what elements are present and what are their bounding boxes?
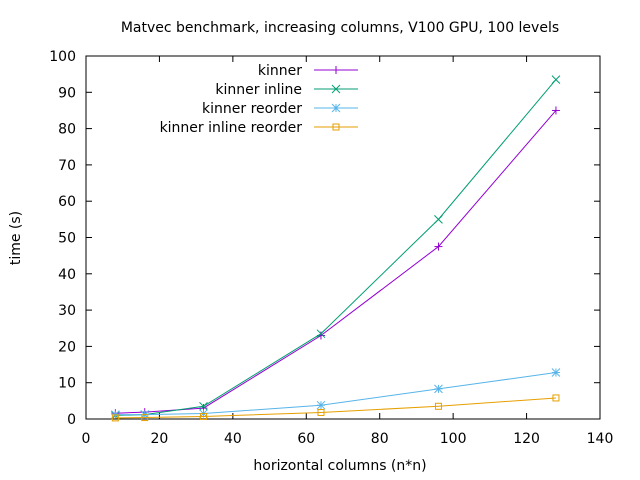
marker-stroke <box>316 400 326 410</box>
plus-marker <box>551 106 560 115</box>
chart-title: Matvec benchmark, increasing columns, V1… <box>121 20 559 36</box>
marker-square <box>552 394 560 402</box>
cross-marker <box>199 401 208 411</box>
x-tick-label: 0 <box>82 431 91 447</box>
marker-stroke <box>331 103 341 113</box>
y-tick-label: 100 <box>49 49 76 65</box>
series-line <box>115 110 557 414</box>
x-tick-label: 60 <box>297 431 315 447</box>
marker-square <box>317 408 325 416</box>
x-tick-label: 120 <box>513 431 540 447</box>
legend: kinner kinner inline kinner reorder kinner … <box>160 63 358 136</box>
x-tick-label: 140 <box>587 431 614 447</box>
series-line <box>115 397 556 419</box>
x-tick-label: 100 <box>440 431 467 447</box>
star-marker <box>316 400 326 410</box>
cross-marker <box>331 84 341 94</box>
y-tick-label: 0 <box>67 412 76 428</box>
star-marker <box>434 384 443 394</box>
open-square-marker <box>434 402 442 410</box>
marker-square <box>199 412 207 420</box>
marker-stroke <box>331 84 341 94</box>
x-tick-label: 20 <box>151 431 169 447</box>
series-3 <box>111 394 560 422</box>
x-axis-ticks: 0 20 40 60 80 100 120 140 <box>82 56 614 447</box>
star-marker <box>331 103 341 113</box>
y-tick-label: 40 <box>58 267 76 283</box>
y-tick-label: 70 <box>58 158 76 174</box>
y-tick-label: 80 <box>58 122 76 138</box>
marker-square <box>111 414 119 422</box>
open-square-marker <box>111 414 119 422</box>
legend-label: kinner inline <box>215 82 302 98</box>
y-tick-label: 30 <box>58 303 76 319</box>
series-layer <box>111 75 561 422</box>
y-tick-label: 50 <box>58 231 76 247</box>
cross-marker <box>316 329 326 339</box>
y-tick-label: 10 <box>58 376 76 392</box>
marker-stroke <box>316 329 326 339</box>
plus-marker <box>434 242 443 251</box>
cross-marker <box>434 214 443 224</box>
marker-square <box>434 402 442 410</box>
marker-stroke <box>551 75 561 84</box>
plot-frame <box>85 55 601 420</box>
open-square-marker <box>332 123 340 131</box>
open-square-marker <box>199 412 207 420</box>
star-marker <box>551 368 561 377</box>
open-square-marker <box>552 394 560 402</box>
legend-label: kinner reorder <box>202 101 302 117</box>
marker-stroke <box>551 368 561 377</box>
y-axis-label: time (s) <box>8 211 24 265</box>
y-tick-label: 90 <box>58 85 76 101</box>
series-2 <box>111 368 561 419</box>
x-tick-label: 40 <box>224 431 242 447</box>
legend-label: kinner inline reorder <box>160 120 303 136</box>
y-tick-label: 20 <box>58 339 76 355</box>
x-tick-label: 80 <box>371 431 389 447</box>
plus-marker <box>332 66 340 74</box>
series-line <box>115 372 557 416</box>
legend-label: kinner <box>258 63 302 79</box>
plot-border <box>85 55 601 420</box>
y-tick-label: 60 <box>58 194 76 210</box>
marker-stroke <box>199 401 208 411</box>
marker-stroke <box>434 214 443 224</box>
marker-square <box>332 123 340 131</box>
x-axis-label: horizontal columns (n*n) <box>253 458 426 474</box>
marker-stroke <box>434 384 443 394</box>
y-axis-ticks: 0 10 20 30 40 50 60 70 80 90 100 <box>49 49 600 428</box>
open-square-marker <box>317 408 325 416</box>
series-0 <box>111 106 560 418</box>
cross-marker <box>551 75 561 84</box>
marker-square <box>141 414 149 422</box>
open-square-marker <box>141 414 149 422</box>
